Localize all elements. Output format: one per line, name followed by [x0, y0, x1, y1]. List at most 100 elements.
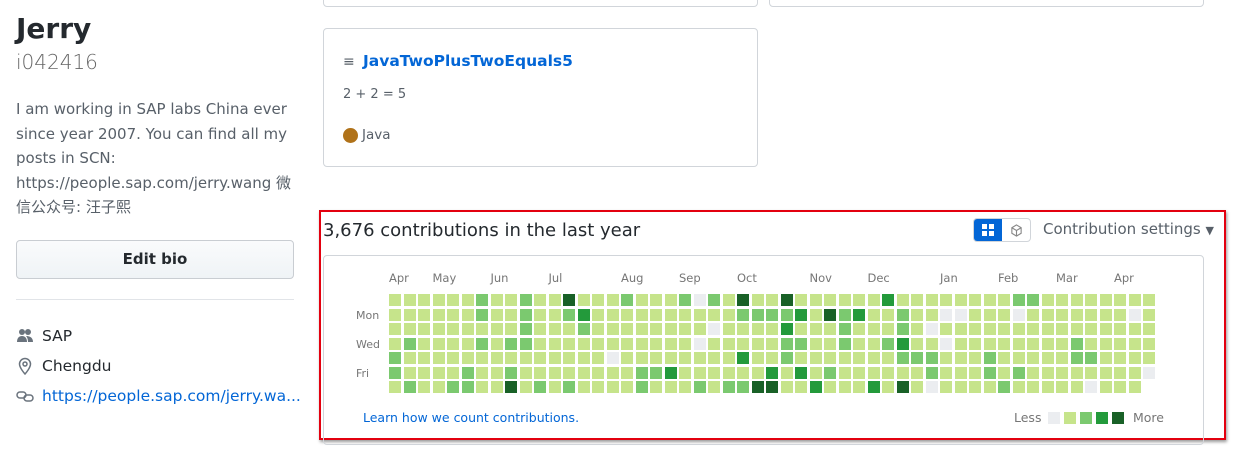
contribution-day-cell[interactable]	[389, 337, 401, 350]
contribution-day-cell[interactable]	[664, 366, 677, 379]
contribution-day-cell[interactable]	[447, 308, 459, 321]
contribution-day-cell[interactable]	[432, 294, 445, 306]
contribution-day-cell[interactable]	[795, 366, 807, 379]
contribution-day-cell[interactable]	[983, 308, 996, 321]
contribution-day-cell[interactable]	[1114, 323, 1126, 335]
contribution-day-cell[interactable]	[780, 352, 793, 364]
contribution-day-cell[interactable]	[838, 323, 851, 335]
contribution-day-cell[interactable]	[983, 381, 996, 393]
contribution-day-cell[interactable]	[563, 308, 575, 321]
contribution-day-cell[interactable]	[664, 308, 677, 321]
contribution-day-cell[interactable]	[809, 308, 822, 321]
contribution-day-cell[interactable]	[940, 381, 952, 393]
contribution-day-cell[interactable]	[534, 294, 546, 306]
contribution-day-cell[interactable]	[722, 323, 735, 335]
contribution-day-cell[interactable]	[432, 308, 445, 321]
contribution-day-cell[interactable]	[650, 323, 662, 335]
contribution-day-cell[interactable]	[1114, 337, 1126, 350]
contribution-day-cell[interactable]	[1041, 337, 1054, 350]
contribution-day-cell[interactable]	[882, 352, 894, 364]
contribution-day-cell[interactable]	[563, 352, 575, 364]
contribution-day-cell[interactable]	[635, 308, 648, 321]
contribution-day-cell[interactable]	[693, 308, 706, 321]
contribution-day-cell[interactable]	[809, 381, 822, 393]
contribution-day-cell[interactable]	[403, 323, 416, 335]
contribution-day-cell[interactable]	[418, 308, 430, 321]
contribution-day-cell[interactable]	[722, 352, 735, 364]
contribution-day-cell[interactable]	[418, 323, 430, 335]
contribution-day-cell[interactable]	[1027, 352, 1039, 364]
contribution-day-cell[interactable]	[911, 294, 923, 306]
contribution-day-cell[interactable]	[998, 308, 1010, 321]
contribution-day-cell[interactable]	[780, 308, 793, 321]
contribution-day-cell[interactable]	[998, 294, 1010, 306]
contribution-day-cell[interactable]	[534, 323, 546, 335]
contribution-day-cell[interactable]	[664, 323, 677, 335]
contribution-day-cell[interactable]	[577, 381, 590, 393]
contribution-day-cell[interactable]	[853, 366, 865, 379]
contribution-day-cell[interactable]	[766, 323, 778, 335]
contribution-day-cell[interactable]	[940, 294, 952, 306]
contribution-day-cell[interactable]	[1099, 323, 1112, 335]
contribution-day-cell[interactable]	[403, 381, 416, 393]
contribution-day-cell[interactable]	[1128, 352, 1141, 364]
contribution-day-cell[interactable]	[476, 337, 488, 350]
contribution-day-cell[interactable]	[969, 366, 981, 379]
contribution-day-cell[interactable]	[621, 337, 633, 350]
contribution-day-cell[interactable]	[447, 294, 459, 306]
contribution-day-cell[interactable]	[1070, 366, 1083, 379]
repo-link[interactable]: JavaTwoPlusTwoEquals5	[363, 52, 573, 70]
contribution-day-cell[interactable]	[650, 294, 662, 306]
contribution-day-cell[interactable]	[1070, 308, 1083, 321]
contribution-day-cell[interactable]	[896, 294, 909, 306]
contribution-day-cell[interactable]	[389, 294, 401, 306]
contribution-day-cell[interactable]	[1085, 323, 1097, 335]
contribution-day-cell[interactable]	[403, 294, 416, 306]
contribution-day-cell[interactable]	[896, 323, 909, 335]
contribution-day-cell[interactable]	[519, 323, 532, 335]
contribution-day-cell[interactable]	[824, 366, 836, 379]
contribution-day-cell[interactable]	[621, 323, 633, 335]
contribution-day-cell[interactable]	[693, 337, 706, 350]
contribution-day-cell[interactable]	[548, 323, 561, 335]
contribution-day-cell[interactable]	[606, 308, 619, 321]
contribution-day-cell[interactable]	[432, 381, 445, 393]
contribution-day-cell[interactable]	[969, 323, 981, 335]
contribution-day-cell[interactable]	[708, 352, 720, 364]
contribution-day-cell[interactable]	[490, 366, 503, 379]
contribution-day-cell[interactable]	[766, 294, 778, 306]
contribution-day-cell[interactable]	[461, 381, 474, 393]
edit-bio-button[interactable]: Edit bio	[16, 240, 294, 279]
contribution-day-cell[interactable]	[954, 337, 967, 350]
contribution-day-cell[interactable]	[490, 308, 503, 321]
contribution-day-cell[interactable]	[635, 381, 648, 393]
contribution-day-cell[interactable]	[1085, 294, 1097, 306]
contribution-day-cell[interactable]	[882, 308, 894, 321]
contribution-day-cell[interactable]	[693, 323, 706, 335]
contribution-day-cell[interactable]	[1027, 381, 1039, 393]
contribution-day-cell[interactable]	[954, 294, 967, 306]
contribution-day-cell[interactable]	[1056, 308, 1068, 321]
contribution-day-cell[interactable]	[1056, 323, 1068, 335]
contribution-day-cell[interactable]	[896, 352, 909, 364]
contribution-day-cell[interactable]	[447, 381, 459, 393]
contribution-day-cell[interactable]	[664, 294, 677, 306]
contribution-day-cell[interactable]	[1041, 366, 1054, 379]
contribution-day-cell[interactable]	[954, 308, 967, 321]
contribution-day-cell[interactable]	[577, 294, 590, 306]
contribution-day-cell[interactable]	[925, 352, 938, 364]
contribution-day-cell[interactable]	[795, 323, 807, 335]
contribution-day-cell[interactable]	[1114, 308, 1126, 321]
contribution-day-cell[interactable]	[983, 294, 996, 306]
contribution-day-cell[interactable]	[635, 366, 648, 379]
contribution-day-cell[interactable]	[911, 337, 923, 350]
contribution-day-cell[interactable]	[1012, 366, 1025, 379]
contribution-day-cell[interactable]	[896, 381, 909, 393]
contribution-day-cell[interactable]	[534, 366, 546, 379]
contribution-day-cell[interactable]	[940, 337, 952, 350]
contribution-day-cell[interactable]	[461, 337, 474, 350]
contribution-day-cell[interactable]	[635, 337, 648, 350]
contribution-day-cell[interactable]	[853, 308, 865, 321]
contribution-day-cell[interactable]	[911, 352, 923, 364]
contribution-day-cell[interactable]	[940, 352, 952, 364]
